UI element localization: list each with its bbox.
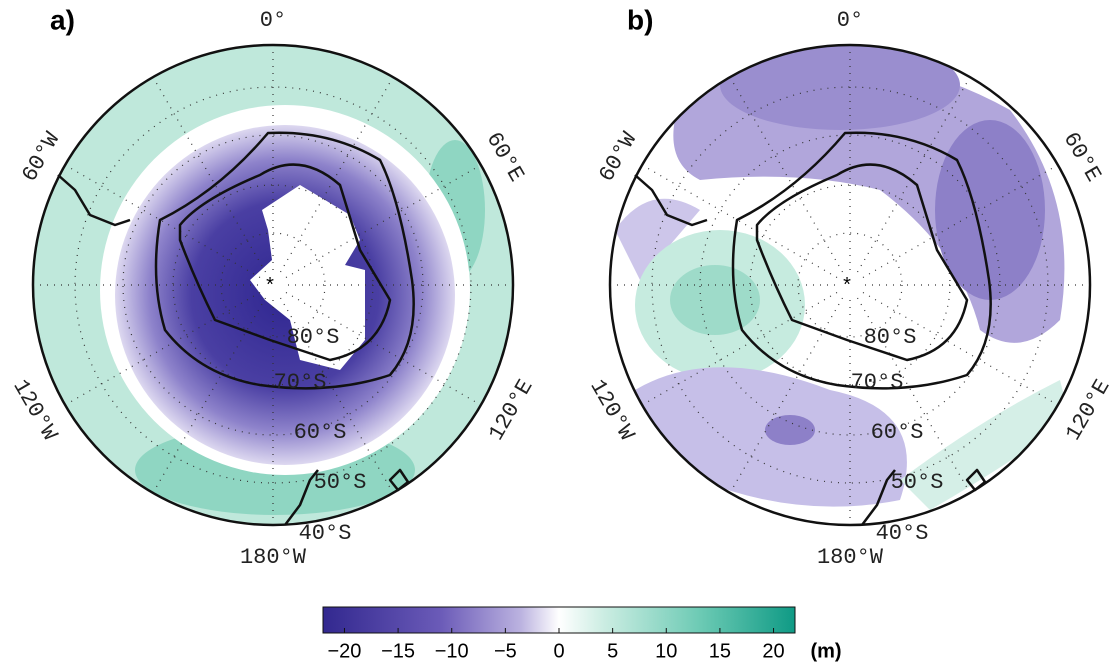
map-b-field	[610, 45, 1090, 525]
coastline-b	[634, 131, 992, 526]
colorbar-tick-label: −5	[494, 640, 517, 662]
panel-label: a)	[50, 4, 75, 35]
latitude-circle	[797, 232, 903, 338]
latitude-label: 80°S	[864, 325, 917, 350]
colorbar-tick-label: −10	[435, 640, 469, 662]
meridian	[152, 76, 267, 273]
latitude-label: 60°S	[871, 420, 924, 445]
meridian	[64, 291, 261, 406]
meridian	[729, 76, 844, 273]
colorbar-tick-label: 20	[762, 640, 784, 662]
latitude-label: 70°S	[274, 370, 327, 395]
latitude-label: 50°S	[891, 470, 944, 495]
pole-marker: *	[266, 274, 274, 296]
colorbar-tick-label: 15	[709, 640, 731, 662]
meridian	[285, 164, 482, 279]
meridian	[862, 291, 1059, 406]
longitude-label: 180°W	[817, 545, 884, 570]
colorbar-tick-label: 10	[655, 640, 677, 662]
meridian	[729, 297, 844, 494]
coastline-a	[57, 131, 415, 526]
latitude-label: 50°S	[314, 470, 367, 495]
meridian	[285, 291, 482, 406]
colorbar-unit: (m)	[810, 640, 841, 662]
latitude-label: 60°S	[294, 420, 347, 445]
latitude-circle	[122, 134, 424, 436]
colorbar-tick-label: −20	[327, 640, 361, 662]
map-a-border	[31, 43, 515, 527]
meridian	[279, 297, 394, 494]
map-a-field	[33, 45, 513, 525]
latitude-label: 70°S	[851, 370, 904, 395]
latitude-circle	[699, 134, 1001, 436]
meridian	[641, 164, 838, 279]
meridian	[641, 291, 838, 406]
panel-label: b)	[627, 4, 653, 35]
latitude-label: 80°S	[287, 325, 340, 350]
meridian	[152, 297, 267, 494]
meridian	[279, 76, 394, 273]
colorbar-tick-label: 0	[553, 640, 564, 662]
meridian	[856, 297, 971, 494]
pole-marker: *	[843, 274, 851, 296]
colorbar-tick-label: −15	[381, 640, 415, 662]
meridian	[856, 76, 971, 273]
map-b-border	[608, 43, 1092, 527]
colorbar-tick-label: 5	[607, 640, 618, 662]
longitude-label: 0°	[260, 8, 286, 33]
meridian	[64, 164, 261, 279]
meridian	[862, 164, 1059, 279]
longitude-label: 0°	[837, 8, 863, 33]
longitude-label: 180°W	[240, 545, 307, 570]
latitude-label: 40°S	[299, 521, 352, 546]
graticule: * *	[33, 45, 1090, 525]
latitude-label: 40°S	[876, 521, 929, 546]
latitude-circle	[220, 232, 326, 338]
